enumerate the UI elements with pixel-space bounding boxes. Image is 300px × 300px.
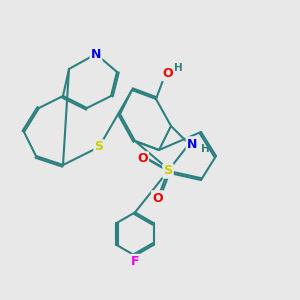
Text: S: S <box>94 140 103 154</box>
Text: N: N <box>187 137 197 151</box>
Text: F: F <box>131 255 139 268</box>
Text: H: H <box>201 143 210 154</box>
Text: S: S <box>164 164 172 178</box>
Text: N: N <box>91 47 101 61</box>
Text: H: H <box>174 63 183 74</box>
Text: O: O <box>152 191 163 205</box>
Text: O: O <box>137 152 148 166</box>
Text: O: O <box>163 67 173 80</box>
